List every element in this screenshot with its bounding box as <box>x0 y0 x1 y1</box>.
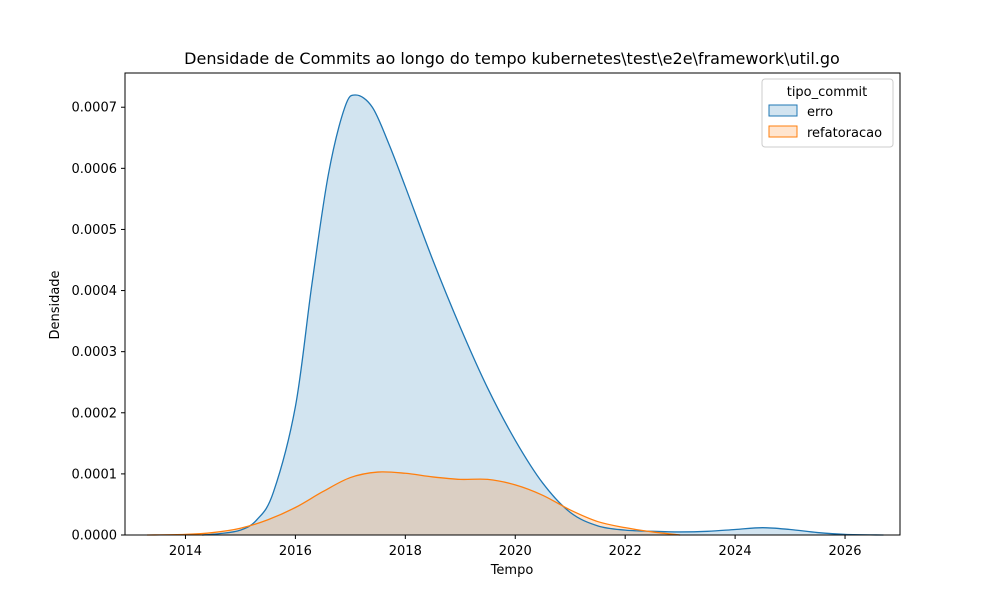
y-tick-label: 0.0007 <box>72 101 118 116</box>
legend: tipo_commit erro refatoracao <box>761 78 894 148</box>
legend-label-refatoracao: refatoracao <box>807 126 882 141</box>
series-area-erro <box>201 94 884 536</box>
legend-swatch-refatoracao <box>768 125 798 138</box>
y-tick-label: 0.0003 <box>72 345 118 360</box>
y-tick-label: 0.0001 <box>72 467 118 482</box>
x-tick-label: 2020 <box>499 544 532 559</box>
x-tick-label: 2016 <box>279 544 312 559</box>
y-axis-label: Densidade <box>48 270 63 339</box>
x-axis: 2014 2016 2018 2020 2022 2024 2026 <box>169 535 862 559</box>
series-line-refatoracao <box>146 471 681 536</box>
y-axis: 0.0000 0.0001 0.0002 0.0003 0.0004 0.0005 0.00… <box>72 101 125 544</box>
plot-frame <box>124 72 901 536</box>
plot-area <box>146 94 884 536</box>
x-tick-label: 2022 <box>609 544 642 559</box>
series-area-refatoracao <box>146 471 681 535</box>
x-tick-label: 2024 <box>719 544 752 559</box>
y-tick-label: 0.0006 <box>72 162 118 177</box>
legend-label-erro: erro <box>807 105 833 120</box>
legend-swatch-erro <box>768 104 798 117</box>
y-tick-label: 0.0005 <box>72 223 118 238</box>
y-tick-label: 0.0004 <box>72 284 118 299</box>
x-tick-label: 2026 <box>828 544 861 559</box>
legend-entries: erro refatoracao <box>768 104 882 141</box>
chart-title: Densidade de Commits ao longo do tempo k… <box>184 49 840 68</box>
legend-title: tipo_commit <box>787 85 868 100</box>
series-line-erro <box>201 94 884 536</box>
x-tick-label: 2018 <box>389 544 422 559</box>
y-tick-label: 0.0000 <box>72 529 118 544</box>
x-axis-label: Tempo <box>490 563 534 578</box>
x-tick-label: 2014 <box>169 544 202 559</box>
y-tick-label: 0.0002 <box>72 406 118 421</box>
legend-frame <box>761 78 894 148</box>
